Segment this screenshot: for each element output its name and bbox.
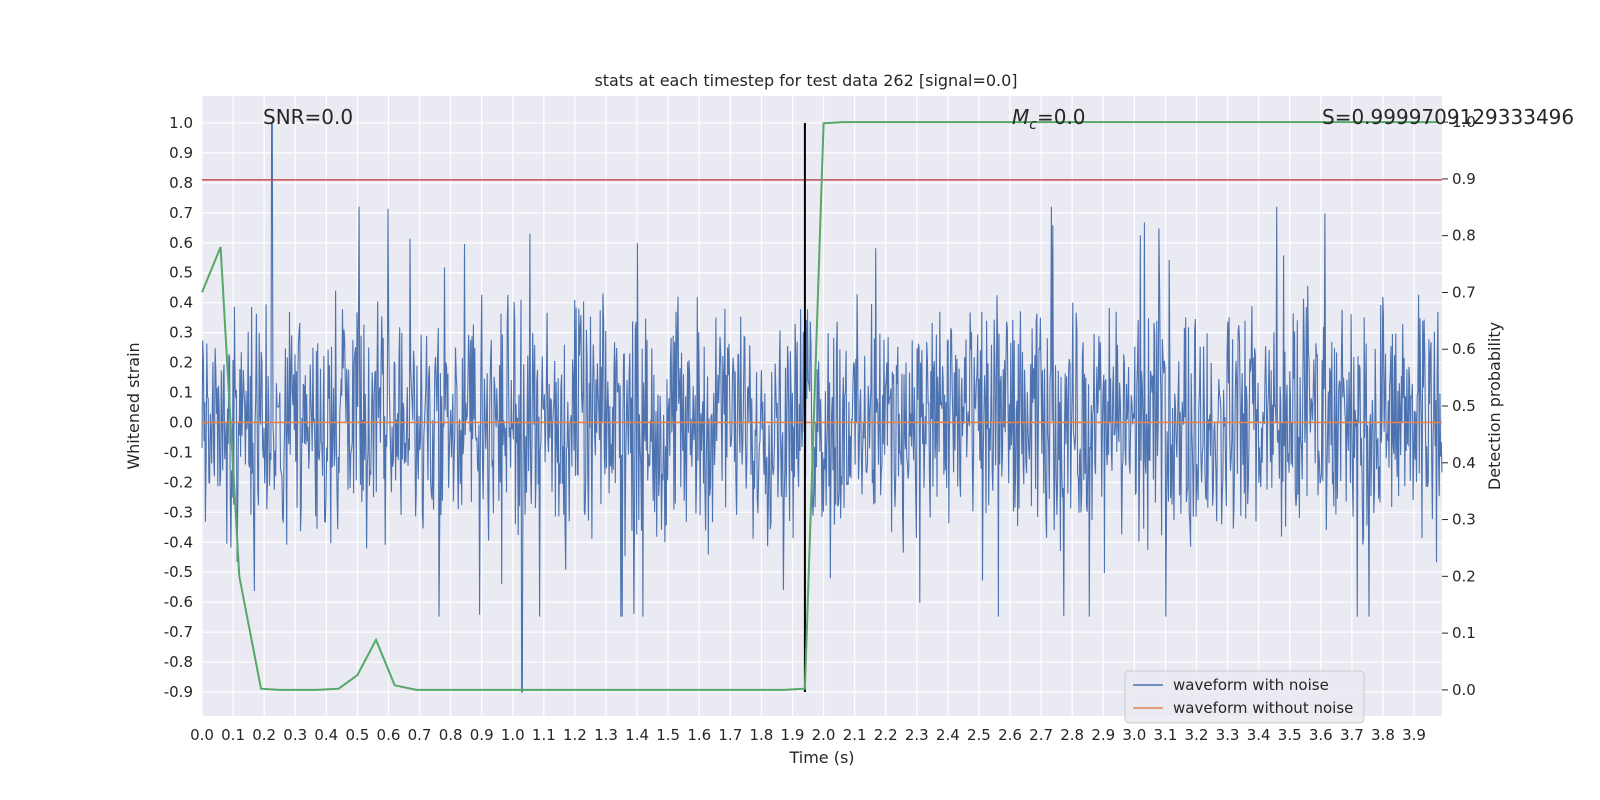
x-tick-label: 0.8 — [439, 726, 463, 744]
y-tick-label: 1.0 — [169, 114, 193, 132]
y-tick-label: -0.3 — [164, 503, 193, 521]
x-tick-label: 2.9 — [1091, 726, 1115, 744]
x-tick-label: 3.0 — [1122, 726, 1146, 744]
x-tick-label: 3.1 — [1153, 726, 1177, 744]
x-tick-label: 2.6 — [998, 726, 1022, 744]
y2-tick-label: 0.0 — [1452, 681, 1476, 699]
annotation-chirp-mass: Mc=0.0 — [1012, 105, 1086, 133]
y-tick-label: 0.2 — [169, 354, 193, 372]
x-tick-label: 2.5 — [967, 726, 991, 744]
x-tick-label: 3.5 — [1278, 726, 1302, 744]
annotation-snr: SNR=0.0 — [263, 105, 353, 129]
y-tick-label: -0.1 — [164, 443, 193, 461]
y-tick-label: 0.7 — [169, 204, 193, 222]
y2-tick-label: 0.5 — [1452, 397, 1476, 415]
x-tick-label: 0.3 — [283, 726, 307, 744]
x-tick-label: 2.0 — [812, 726, 836, 744]
y-tick-label: 0.1 — [169, 384, 193, 402]
y2-tick-label: 1.0 — [1452, 113, 1476, 131]
x-tick-label: 3.3 — [1216, 726, 1240, 744]
legend: waveform with noise waveform without noi… — [1124, 670, 1365, 724]
x-tick-label: 0.6 — [377, 726, 401, 744]
x-tick-label: 2.8 — [1060, 726, 1084, 744]
x-tick-label: 0.7 — [408, 726, 432, 744]
y-tick-label: -0.6 — [164, 593, 193, 611]
x-tick-label: 2.7 — [1029, 726, 1053, 744]
y-tick-label: -0.8 — [164, 653, 193, 671]
chart-title: stats at each timestep for test data 262… — [594, 71, 1017, 90]
series-detection-probability — [201, 121, 1439, 691]
y-tick-label: -0.9 — [164, 683, 193, 701]
y-axis-label: Whitened strain — [124, 342, 143, 469]
x-tick-label: 1.1 — [532, 726, 556, 744]
x-tick-label: 0.5 — [345, 726, 369, 744]
y2-tick-label: 0.1 — [1452, 624, 1476, 642]
y2-axis-label: Detection probability — [1485, 322, 1504, 490]
y-tick-label: 0.5 — [169, 264, 193, 282]
x-tick-label: 2.3 — [905, 726, 929, 744]
annotation-chirp-mass-subscript: c — [1029, 117, 1037, 133]
y-tick-label: -0.4 — [164, 533, 193, 551]
x-tick-label: 0.1 — [221, 726, 245, 744]
legend-box — [1124, 670, 1365, 724]
x-tick-label: 3.8 — [1371, 726, 1395, 744]
y2-tick-label: 0.2 — [1452, 567, 1476, 585]
legend-label-clean: waveform without noise — [1173, 699, 1353, 717]
x-tick-label: 3.4 — [1247, 726, 1271, 744]
x-tick-label: 3.9 — [1402, 726, 1426, 744]
y-tick-label: 0.6 — [169, 234, 193, 252]
legend-label-noise: waveform with noise — [1173, 676, 1329, 694]
y2-tick-label: 0.3 — [1452, 511, 1476, 529]
y2-tick-label: 0.7 — [1452, 283, 1476, 301]
x-tick-label: 3.2 — [1185, 726, 1209, 744]
x-tick-label: 2.4 — [936, 726, 960, 744]
series-waveform-with-noise — [201, 122, 1443, 693]
x-tick-label: 1.4 — [625, 726, 649, 744]
annotation-chirp-mass-value: =0.0 — [1037, 105, 1086, 129]
annotation-chirp-mass-symbol: M — [1012, 105, 1029, 129]
data-layer — [201, 121, 1443, 693]
x-tick-label: 1.8 — [749, 726, 773, 744]
x-tick-label: 0.2 — [252, 726, 276, 744]
x-tick-label: 0.0 — [190, 726, 214, 744]
y-tick-label: 0.0 — [169, 413, 193, 431]
x-tick-label: 1.6 — [687, 726, 711, 744]
x-tick-label: 3.7 — [1340, 726, 1364, 744]
y-tick-label: 0.3 — [169, 324, 193, 342]
axis-ticks: 0.0 0.1 0.2 0.3 0.4 0.5 0.6 0.7 0.8 0.9 1.0 1.1 1.2 1… — [164, 113, 1476, 744]
x-tick-label: 1.5 — [656, 726, 680, 744]
x-tick-label: 1.7 — [718, 726, 742, 744]
y-tick-label: -0.2 — [164, 473, 193, 491]
y2-tick-label: 0.8 — [1452, 227, 1476, 245]
y-tick-label: -0.5 — [164, 563, 193, 581]
x-tick-label: 3.6 — [1309, 726, 1333, 744]
x-tick-label: 1.9 — [781, 726, 805, 744]
x-tick-label: 1.2 — [563, 726, 587, 744]
y2-tick-label: 0.6 — [1452, 340, 1476, 358]
x-tick-label: 1.0 — [501, 726, 525, 744]
x-tick-label: 0.9 — [470, 726, 494, 744]
x-axis-label: Time (s) — [788, 748, 854, 767]
x-tick-label: 1.3 — [594, 726, 618, 744]
x-tick-label: 0.4 — [314, 726, 338, 744]
x-tick-label: 2.2 — [874, 726, 898, 744]
y2-tick-label: 0.4 — [1452, 454, 1476, 472]
y2-tick-label: 0.9 — [1452, 170, 1476, 188]
y-tick-label: 0.4 — [169, 294, 193, 312]
y-tick-label: 0.8 — [169, 174, 193, 192]
x-tick-label: 2.1 — [843, 726, 867, 744]
y-tick-label: 0.9 — [169, 144, 193, 162]
y-tick-label: -0.7 — [164, 623, 193, 641]
annotation-s: S=0.9999709129333496 — [1322, 105, 1574, 129]
